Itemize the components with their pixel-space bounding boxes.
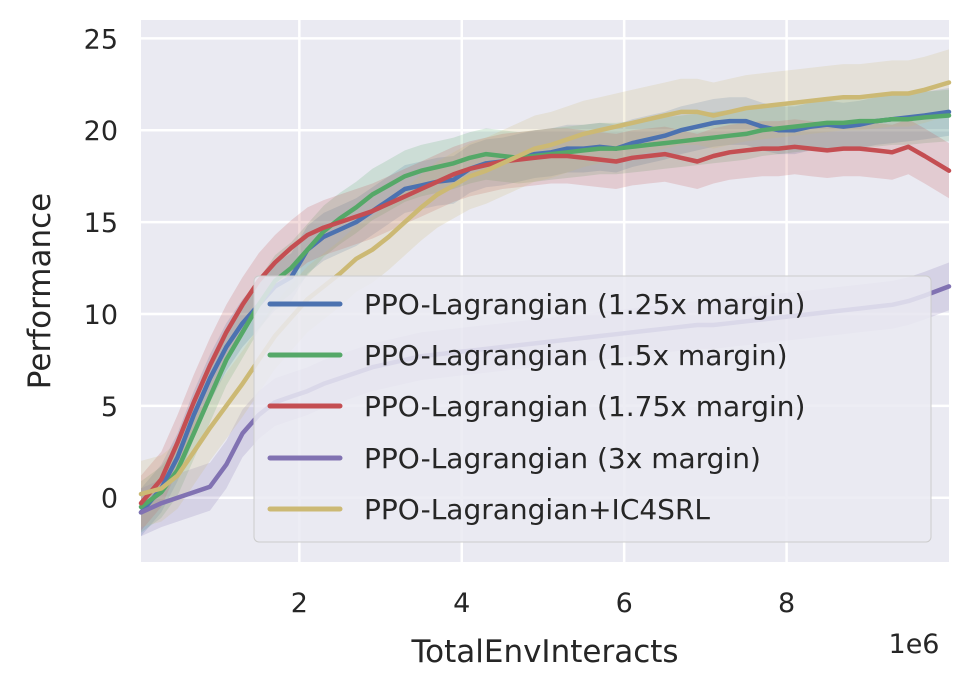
legend-label-3x: PPO-Lagrangian (3x margin) bbox=[364, 442, 761, 475]
band-series-0 bbox=[141, 88, 949, 537]
x-axis-label: TotalEnvInteracts bbox=[410, 634, 678, 670]
legend-label-1-5x: PPO-Lagrangian (1.5x margin) bbox=[364, 339, 788, 372]
y-axis-label: Performance bbox=[22, 193, 58, 389]
x-tick-label: 8 bbox=[778, 588, 795, 619]
axis-ticks: 2 4 6 8 0 5 10 15 20 25 bbox=[84, 24, 796, 619]
legend-label-ic4srl: PPO-Lagrangian+IC4SRL bbox=[364, 493, 710, 526]
x-axis-offset-label: 1e6 bbox=[889, 629, 940, 660]
y-tick-label: 20 bbox=[84, 116, 118, 147]
y-tick-label: 25 bbox=[84, 24, 118, 55]
y-tick-label: 5 bbox=[101, 392, 118, 423]
y-tick-label: 10 bbox=[84, 300, 118, 331]
x-tick-label: 6 bbox=[616, 588, 633, 619]
legend-label-1-75x: PPO-Lagrangian (1.75x margin) bbox=[364, 390, 805, 423]
band-series-1 bbox=[141, 89, 949, 533]
y-tick-label: 15 bbox=[84, 208, 118, 239]
x-tick-label: 4 bbox=[453, 588, 470, 619]
legend-box bbox=[253, 275, 932, 543]
x-tick-label: 2 bbox=[291, 588, 308, 619]
legend-label-1-25x: PPO-Lagrangian (1.25x margin) bbox=[364, 288, 805, 321]
line-series-2 bbox=[138, 144, 952, 506]
y-tick-label: 0 bbox=[101, 484, 118, 515]
legend: PPO-Lagrangian (1.25x margin) PPO-Lagran… bbox=[253, 275, 932, 543]
